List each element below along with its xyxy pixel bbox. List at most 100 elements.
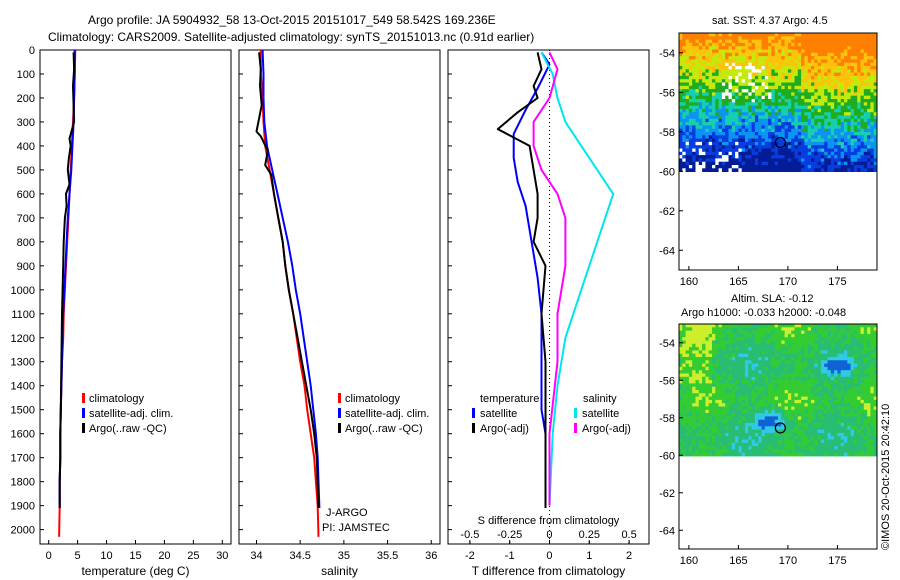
map-cell (834, 62, 838, 67)
map-cell (817, 105, 822, 110)
map-cell (692, 141, 696, 146)
map-cell (708, 52, 713, 57)
map-cell (781, 426, 785, 430)
map-cell (801, 33, 805, 37)
map-cell (692, 350, 696, 355)
map-cell (837, 396, 842, 401)
map-cell (830, 33, 835, 37)
map-cell (847, 105, 851, 110)
map-cell (787, 42, 792, 47)
map-cell (867, 158, 871, 163)
map-cell (847, 62, 851, 67)
map-cell (702, 333, 706, 338)
map-cell (748, 360, 752, 364)
map-cell (745, 436, 749, 440)
map-cell (847, 122, 851, 126)
map-cell (830, 102, 835, 106)
map-cell (682, 390, 686, 394)
map-cell (778, 92, 782, 97)
map-cell (820, 423, 825, 427)
map-cell (758, 363, 762, 368)
map-cell (705, 42, 710, 47)
map-cell (715, 102, 719, 106)
map-cell (771, 327, 776, 331)
map-cell (768, 158, 772, 163)
map-cell (731, 135, 736, 139)
map-cell (712, 122, 716, 126)
map-cell (705, 357, 710, 361)
map-cell (877, 96, 881, 100)
map-cell (705, 161, 710, 166)
map-cell (847, 79, 851, 83)
map-cell (840, 69, 845, 73)
map-cell (877, 334, 881, 338)
map-cell (745, 145, 749, 149)
map-cell (748, 330, 752, 335)
map-cell (718, 132, 723, 136)
map-cell (725, 380, 729, 384)
map-cell (771, 72, 776, 77)
map-cell (712, 419, 716, 424)
map-cell (814, 132, 818, 136)
map-cell (797, 102, 802, 106)
map-cell (682, 49, 686, 54)
map-cell (758, 102, 762, 106)
map-cell (824, 148, 828, 153)
map-cell (748, 416, 752, 421)
map-cell (695, 49, 700, 54)
map-cell (804, 439, 809, 444)
map-cell (721, 406, 726, 411)
map-cell (754, 337, 759, 341)
map-cell (754, 413, 759, 417)
map-cell (870, 337, 875, 341)
map-cell (695, 69, 700, 73)
map-cell (860, 33, 865, 37)
map-cell (754, 393, 759, 397)
map-cell (754, 383, 759, 388)
map-cell (715, 112, 719, 116)
map-cell (820, 353, 825, 358)
map-cell (860, 112, 865, 116)
map-cell (860, 46, 865, 50)
map-cell (695, 386, 700, 391)
map-cell (844, 85, 848, 90)
map-cell (820, 102, 825, 106)
map-cell (840, 333, 845, 338)
map-cell (811, 89, 815, 93)
map-cell (738, 145, 743, 149)
map-cell (817, 39, 822, 44)
map-cell (797, 125, 802, 130)
map-cell (853, 158, 858, 163)
map-cell (758, 85, 762, 90)
map-cell (751, 62, 756, 67)
map-cell (688, 141, 693, 146)
map-cell (725, 423, 729, 427)
map-cell (688, 439, 693, 444)
map-cell (685, 432, 690, 437)
map-cell (863, 429, 868, 434)
map-cell (870, 72, 875, 77)
map-cell (692, 436, 696, 440)
map-cell (679, 409, 683, 414)
map-cell (787, 105, 792, 110)
map-cell (820, 330, 825, 335)
map-cell (715, 158, 719, 163)
map-cell (735, 42, 739, 47)
map-cell (728, 39, 733, 44)
map-cell (731, 66, 736, 70)
map-cell (830, 89, 835, 93)
map-cell (778, 115, 782, 120)
map-cell (748, 390, 752, 394)
map-cell (715, 36, 719, 40)
map-cell (688, 383, 693, 388)
map-cell (807, 112, 812, 116)
map-cell (801, 108, 805, 113)
map-cell (688, 363, 693, 368)
map-cell (830, 92, 835, 97)
map-cell (708, 168, 713, 172)
map-cell (801, 439, 805, 444)
map-cell (860, 66, 865, 70)
map-cell (751, 118, 756, 123)
map-cell (741, 122, 746, 126)
map-cell (867, 85, 871, 90)
